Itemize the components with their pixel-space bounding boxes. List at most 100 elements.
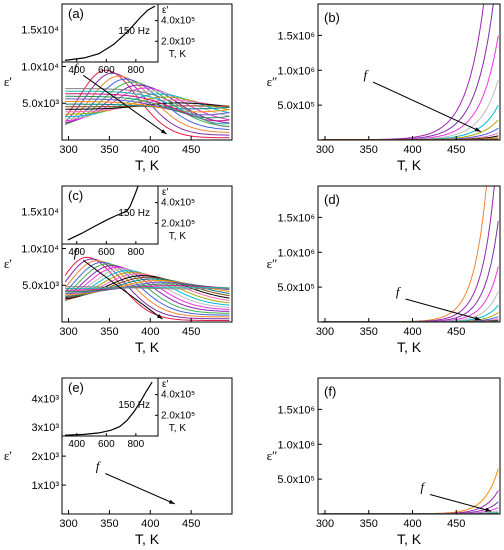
x-tick-label: 300 [316,144,334,156]
y-tick-label: 1.5x10⁴ [21,25,59,37]
series-line-17 [65,283,230,293]
x-tick-label: 300 [316,326,334,338]
y-tick-label: 1.5x10⁴ [21,207,59,219]
frequency-label: f [74,245,80,260]
series-line-4 [321,266,499,322]
series-line-19 [65,90,230,125]
series-line-3 [321,35,499,140]
y-tick-label: 1.0x10⁶ [277,247,315,259]
frequency-arrow [429,493,492,512]
panel-label: (b) [324,10,340,25]
y-axis-label: ε″ [267,448,278,463]
frequency-label: f [396,284,402,299]
series-line-1 [64,69,230,139]
inset-y-tick-label: 4.0x10⁵ [161,198,195,209]
frequency-arrow-head [160,129,167,135]
y-tick-label: 5.0x10³ [22,280,59,292]
series-line-1 [64,256,230,321]
series-line-9 [65,93,230,118]
x-tick-label: 350 [100,144,118,156]
x-axis-label: T, K [135,157,160,173]
frequency-label: f [74,60,80,75]
series-line-3 [64,260,230,318]
chart-panel-b: 300 350 400 450 5.0x10⁵ 1.0x10⁶ 1.5x10⁶ T, K ε″ f… [267,3,501,173]
x-tick-label: 400 [141,326,159,338]
x-tick-label: 300 [59,326,77,338]
y-axis-label: ε″ [267,74,278,89]
y-tick-label: 5.0x10⁵ [277,474,315,486]
x-tick-label: 300 [59,144,77,156]
inset-y-axis-label: ε′ [162,5,168,16]
inset-frame [61,3,159,63]
x-tick-label: 450 [447,518,465,530]
frequency-arrow [405,298,481,321]
series-line-18 [65,93,230,122]
panel-label: (f) [324,384,336,399]
series-group [321,4,499,140]
y-tick-label: 2x10³ [31,451,59,463]
x-tick-label: 400 [403,144,421,156]
series-group [64,256,230,321]
inset-x-axis-label: T, K [169,231,187,242]
x-tick-label: 450 [182,144,200,156]
frequency-arrow [82,259,163,320]
panel-label: (a) [68,6,84,21]
plot-frame [317,377,501,515]
y-tick-label: 1.5x10⁶ [277,212,315,224]
x-tick-label: 400 [141,144,159,156]
inset-frequency-label: 150 Hz [118,26,150,37]
series-line-6 [321,304,499,322]
inset-y-tick-label: 4.0x10⁵ [161,16,195,27]
y-tick-label: 1.0x10⁴ [21,61,59,73]
frequency-label: f [96,458,102,473]
inset-x-tick-label: 600 [98,65,115,76]
x-axis-label: T, K [135,339,160,355]
x-axis-label: T, K [397,339,422,355]
inset-x-tick-label: 400 [68,247,85,258]
frequency-arrow-head [474,127,481,132]
series-line-1 [321,468,499,514]
inset-y-tick-label: 2.0x10⁵ [161,218,195,229]
x-tick-label: 400 [403,518,421,530]
inset-curve [64,381,153,436]
y-tick-label: 4x10³ [31,393,59,405]
x-tick-label: 350 [100,518,118,530]
frequency-arrow-head [168,499,175,504]
frequency-arrow [82,74,167,135]
series-line-12 [65,102,230,110]
x-tick-label: 350 [100,326,118,338]
y-tick-label: 5.0x10⁵ [277,282,315,294]
series-line-2 [64,72,230,136]
y-tick-label: 1.5x10⁶ [277,404,315,416]
series-line-4 [321,79,499,140]
y-tick-label: 3x10³ [31,422,59,434]
inset-frame [61,377,159,437]
y-tick-label: 5.0x10⁵ [277,100,315,112]
inset-y-tick-label: 4.0x10⁵ [161,390,195,401]
series-line-20 [65,286,230,290]
chart-panel-a: 300 350 400 450 5.0x10³ 1.0x10⁴ 1.5x10⁴ T, K ε′ f… [4,3,233,173]
series-line-14 [65,103,230,110]
x-axis-label: T, K [135,531,160,547]
series-line-19 [65,286,230,289]
y-axis-label: ε′ [4,256,12,271]
y-axis-label: ε′ [4,74,12,89]
inset-x-axis-label: T, K [169,49,187,60]
series-line-4 [64,261,230,316]
inset-y-axis-label: ε′ [162,187,168,198]
frequency-label: f [364,67,370,82]
inset-x-tick-label: 600 [98,439,115,450]
y-axis-label: ε′ [4,448,12,463]
series-line-1 [321,4,485,140]
x-axis-label: T, K [397,531,422,547]
series-line-3 [321,220,499,322]
x-tick-label: 350 [360,326,378,338]
frequency-arrow-head [485,507,492,512]
y-tick-label: 1.5x10⁶ [277,30,315,42]
frequency-label: f [420,479,426,494]
frequency-arrow-head [474,316,481,321]
